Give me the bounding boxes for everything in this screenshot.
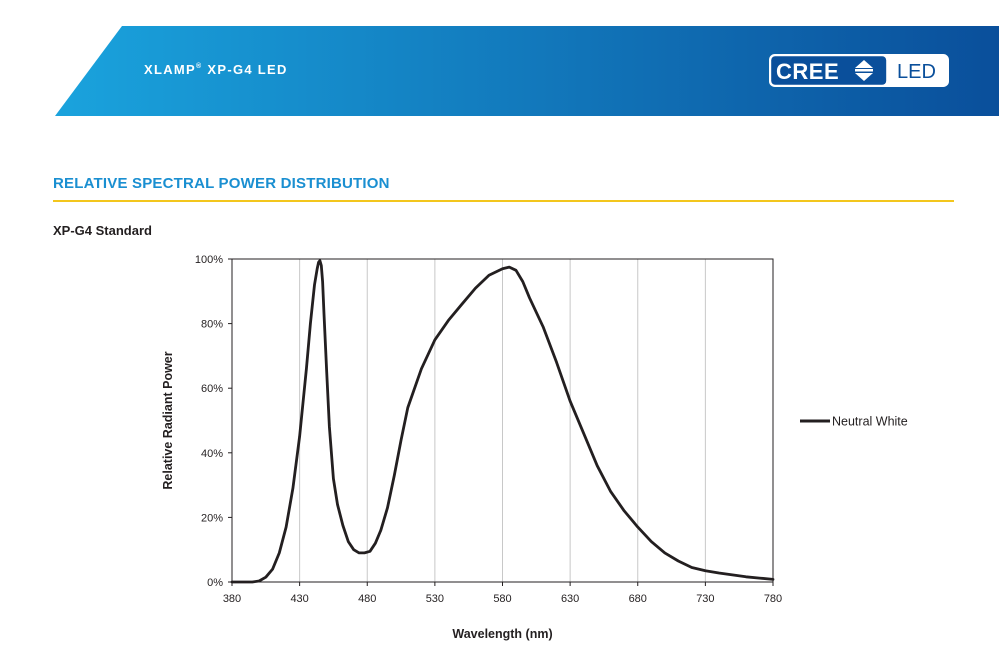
cree-led-logo: CREE LED [769, 54, 949, 87]
x-tick-label: 380 [223, 593, 241, 605]
y-tick-label: 80% [201, 319, 223, 331]
header-banner [0, 26, 999, 116]
section-title: RELATIVE SPECTRAL POWER DISTRIBUTION [53, 175, 390, 192]
logo-led-text: LED [897, 61, 936, 83]
series-line-neutral-white [230, 259, 775, 584]
document-title: XLAMP® XP-G4 LED [144, 62, 288, 77]
x-tick-label: 680 [629, 593, 647, 605]
x-tick-label: 530 [426, 593, 444, 605]
x-tick-label: 780 [764, 593, 782, 605]
y-tick-label: 60% [201, 383, 223, 395]
y-tick-label: 40% [201, 448, 223, 460]
x-tick-label: 630 [561, 593, 579, 605]
x-tick-label: 430 [290, 593, 308, 605]
chart-subtitle: XP-G4 Standard [53, 223, 152, 238]
x-axis-title: Wavelength (nm) [452, 627, 552, 641]
x-tick-label: 730 [696, 593, 714, 605]
y-axis-title: Relative Radiant Power [161, 351, 175, 489]
x-tick-label: 480 [358, 593, 376, 605]
y-tick-label: 20% [201, 512, 223, 524]
legend-label: Neutral White [832, 415, 908, 429]
section-divider [53, 200, 954, 202]
cree-arrows-icon [855, 60, 873, 81]
y-tick-label: 0% [207, 577, 223, 589]
logo-cree-text: CREE [776, 59, 839, 84]
x-tick-label: 580 [493, 593, 511, 605]
y-tick-label: 100% [195, 254, 223, 266]
